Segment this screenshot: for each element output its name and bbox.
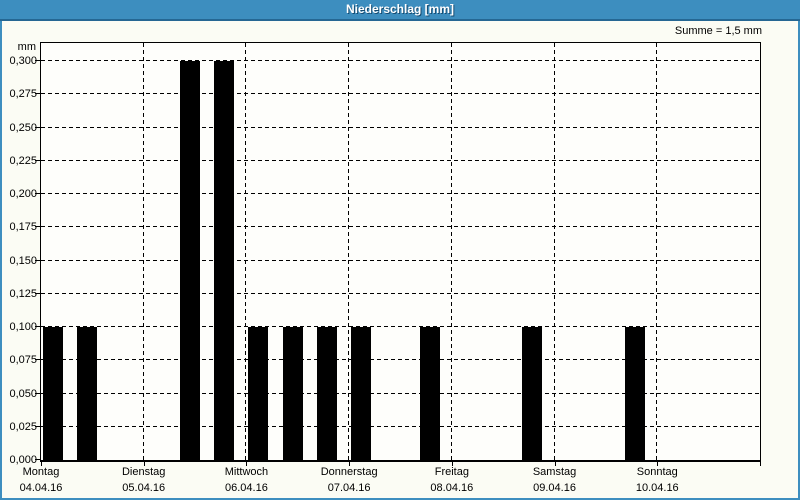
- x-axis-tick-mark: [452, 462, 453, 466]
- y-axis-tick-mark: [35, 226, 40, 228]
- y-axis-tick-label: 0,300: [9, 55, 37, 67]
- y-gridline: [41, 93, 760, 95]
- y-axis-tick-mark: [35, 459, 40, 460]
- y-gridline: [41, 193, 760, 194]
- x-axis-tick-mark: [349, 462, 350, 466]
- x-axis-day-label: Freitag: [434, 466, 469, 478]
- y-axis-tick-label: 0,075: [9, 354, 37, 367]
- day-separator-gridline: [554, 43, 555, 460]
- x-axis-date-label: 06.04.16: [225, 482, 268, 494]
- x-axis-day-label: Sonntag: [636, 466, 678, 478]
- y-axis-tick-label: 0,100: [9, 321, 37, 333]
- day-separator-gridline: [143, 43, 144, 460]
- day-separator-gridline: [245, 43, 246, 460]
- y-axis-tick-mark: [35, 93, 40, 95]
- x-axis-date-label: 09.04.16: [533, 482, 576, 494]
- y-axis-tick-label: 0,025: [9, 420, 37, 433]
- precipitation-bar: [180, 61, 200, 460]
- y-gridline: [41, 425, 760, 427]
- precipitation-bar: [214, 61, 234, 460]
- y-axis-tick-label: 0,175: [9, 221, 37, 234]
- y-axis-tick-label: 0,125: [9, 287, 37, 300]
- y-gridline: [41, 292, 760, 294]
- precipitation-bar: [283, 327, 303, 460]
- y-axis-tick-mark: [35, 159, 40, 161]
- window-title: Niederschlag [mm]: [345, 2, 455, 16]
- day-separator-gridline: [348, 43, 349, 460]
- y-axis-unit-label: mm: [17, 41, 36, 53]
- y-axis-tick-label: 0,150: [9, 254, 37, 267]
- y-axis-tick-mark: [35, 392, 40, 394]
- precipitation-bar: [351, 327, 371, 460]
- sum-annotation: Summe = 1,5 mm: [674, 25, 762, 37]
- y-axis-tick-mark: [35, 326, 40, 327]
- precipitation-bar: [248, 327, 268, 460]
- y-gridline: [41, 126, 760, 128]
- y-axis-tick-label: 0,250: [9, 121, 37, 134]
- precipitation-bar: [625, 327, 645, 460]
- y-axis-tick-label: 0,000: [9, 454, 37, 466]
- x-axis-date-label: 05.04.16: [122, 482, 166, 494]
- day-separator-gridline: [451, 43, 452, 460]
- y-gridline: [41, 359, 760, 361]
- x-axis-tick-mark: [144, 462, 145, 466]
- y-axis-tick-mark: [35, 193, 40, 194]
- y-gridline: [41, 60, 760, 61]
- x-axis-date-label: 07.04.16: [327, 482, 371, 494]
- x-axis-day-label: Mittwoch: [224, 466, 269, 478]
- window-titlebar[interactable]: Niederschlag [mm]: [0, 0, 800, 21]
- y-axis-tick-mark: [35, 425, 40, 427]
- y-axis-tick-mark: [35, 60, 40, 61]
- plot-area: [40, 42, 761, 462]
- x-axis-tick-mark: [760, 462, 761, 466]
- x-axis-date-label: 04.04.16: [19, 482, 63, 494]
- y-axis-tick-label: 0,050: [9, 387, 37, 400]
- y-gridline: [41, 259, 760, 261]
- x-axis-tick-mark: [555, 462, 556, 466]
- y-gridline: [41, 159, 760, 161]
- x-axis-date-label: 10.04.16: [635, 482, 679, 494]
- y-axis-tick-mark: [35, 359, 40, 361]
- precipitation-bar: [522, 327, 542, 460]
- x-axis-tick-mark: [41, 462, 42, 466]
- x-axis-day-label: Dienstag: [121, 466, 166, 478]
- y-gridline: [41, 326, 760, 327]
- x-axis-day-label: Samstag: [532, 466, 577, 478]
- x-axis-day-label: Donnerstag: [320, 466, 378, 478]
- precipitation-bar: [317, 327, 337, 460]
- y-axis-tick-mark: [35, 126, 40, 128]
- precipitation-bar: [420, 327, 440, 460]
- precipitation-bar: [77, 327, 97, 460]
- y-axis-tick-mark: [35, 259, 40, 261]
- day-separator-gridline: [656, 43, 657, 460]
- y-gridline: [41, 392, 760, 394]
- y-gridline: [41, 226, 760, 228]
- precipitation-bar: [43, 327, 63, 460]
- y-axis-tick-label: 0,225: [9, 154, 37, 167]
- x-axis-day-label: Montag: [22, 466, 60, 478]
- y-axis-tick-label: 0,275: [9, 88, 37, 101]
- y-axis-tick-label: 0,200: [9, 188, 37, 200]
- x-axis-date-label: 08.04.16: [430, 482, 474, 494]
- x-axis-tick-mark: [657, 462, 658, 466]
- x-axis-tick-mark: [246, 462, 247, 466]
- y-axis-tick-mark: [35, 292, 40, 294]
